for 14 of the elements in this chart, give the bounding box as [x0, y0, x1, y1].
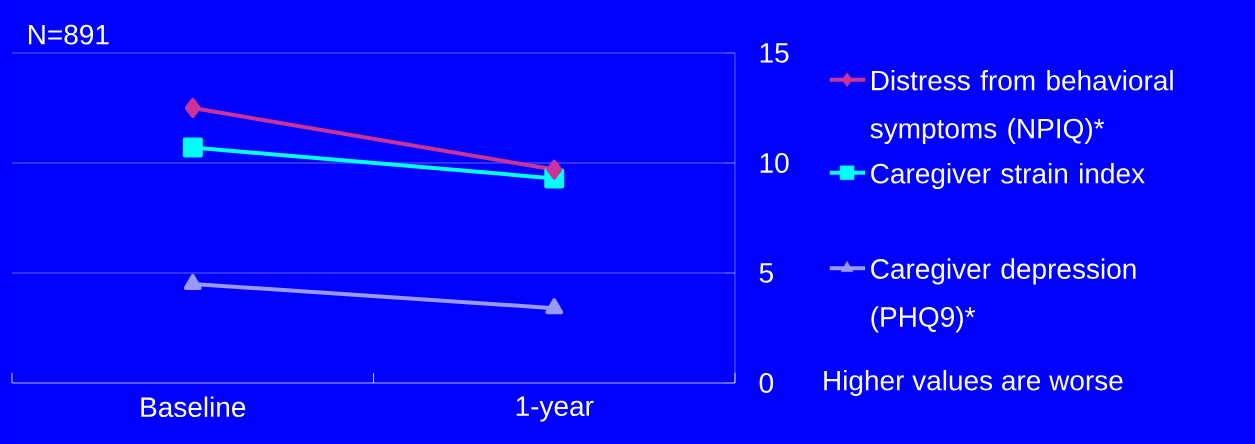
x-tick-label: 1-year [516, 396, 594, 422]
legend-label: Caregiver depression (PHQ9)* [871, 258, 1136, 333]
text: Higher values are worse [824, 369, 1123, 397]
y-tick-label: 15 [760, 43, 789, 63]
text: N=891 [28, 24, 109, 45]
point [182, 137, 203, 158]
legend-label: Distress from behavioral symptoms (NPIQ)* [870, 69, 1173, 145]
point [184, 97, 201, 118]
y-tick-label: 5 [759, 263, 773, 283]
y-tick-label: 10 [760, 153, 789, 173]
point [546, 159, 563, 180]
legend-label: Caregiver strain index [871, 162, 1145, 190]
y-tick-label: 0 [759, 373, 774, 393]
x-tick-label: Baseline [141, 396, 246, 418]
